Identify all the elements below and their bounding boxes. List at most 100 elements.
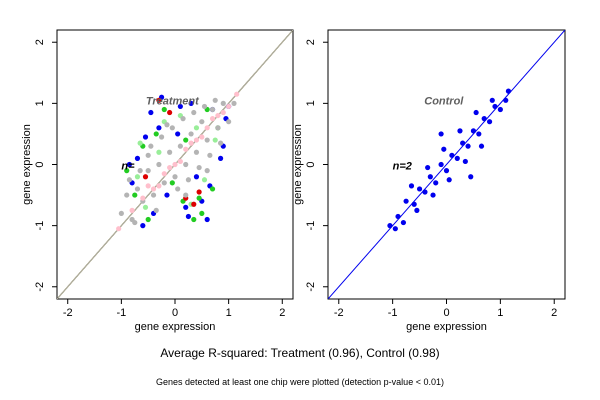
data-point — [403, 198, 409, 204]
data-point — [167, 149, 173, 155]
data-point — [191, 109, 197, 116]
data-point — [164, 122, 170, 128]
x-axis-label: gene expression — [135, 321, 216, 333]
data-point — [212, 137, 218, 143]
y-tick-label: 1 — [34, 100, 46, 106]
data-point — [212, 97, 218, 103]
data-point — [425, 164, 431, 171]
data-point — [422, 189, 428, 195]
data-point — [196, 195, 202, 201]
data-point — [126, 161, 133, 168]
data-point — [449, 152, 455, 158]
data-point — [150, 186, 157, 192]
y-tick-label: 2 — [305, 39, 317, 45]
data-point — [188, 131, 194, 137]
data-point — [427, 174, 433, 180]
y-tick-label: 1 — [305, 100, 317, 106]
data-point — [124, 192, 130, 198]
data-point — [167, 164, 173, 171]
data-point — [478, 143, 485, 149]
reference-line — [328, 30, 565, 299]
data-point — [148, 109, 154, 116]
y-tick-label: -1 — [34, 221, 46, 231]
data-point — [191, 201, 197, 207]
data-point — [465, 143, 471, 149]
data-point — [180, 116, 186, 122]
x-tick-label: 1 — [226, 307, 232, 319]
x-axis-label: gene expression — [406, 321, 487, 333]
data-point — [118, 210, 124, 217]
data-point — [196, 164, 202, 171]
data-point — [183, 137, 189, 143]
data-point — [142, 134, 149, 140]
data-point — [204, 137, 210, 143]
data-point — [140, 195, 146, 201]
x-tick-label: -1 — [388, 307, 398, 319]
data-point — [457, 128, 463, 134]
panel-label: Control — [424, 96, 464, 108]
data-point — [430, 192, 436, 198]
data-point — [489, 97, 495, 103]
x-tick-label: -1 — [116, 307, 126, 319]
data-point — [395, 213, 401, 220]
data-point — [204, 125, 210, 131]
data-point — [158, 134, 165, 140]
data-point — [411, 201, 417, 207]
data-point — [438, 161, 444, 168]
data-point — [193, 125, 200, 131]
data-point — [175, 131, 181, 137]
data-point — [470, 128, 477, 134]
data-point — [220, 100, 226, 106]
data-point — [129, 207, 135, 213]
data-point — [161, 180, 167, 186]
data-point — [416, 186, 423, 192]
data-point — [209, 106, 216, 113]
data-point — [460, 140, 466, 146]
data-point — [153, 207, 159, 213]
data-point — [132, 192, 138, 198]
data-point — [196, 189, 202, 195]
data-point — [183, 204, 189, 210]
data-point — [142, 204, 149, 210]
data-point — [505, 88, 512, 94]
data-point — [156, 183, 162, 189]
x-tick-label: 0 — [172, 307, 178, 319]
data-point — [183, 146, 189, 152]
data-point — [145, 168, 151, 174]
data-point — [193, 174, 200, 180]
x-tick-label: 0 — [443, 307, 449, 319]
data-point — [183, 192, 189, 198]
data-point — [231, 100, 237, 106]
data-point — [172, 174, 178, 180]
data-point — [167, 109, 173, 116]
y-tick-label: -2 — [305, 282, 317, 292]
data-point — [156, 161, 162, 168]
data-point — [124, 168, 130, 174]
sample-size-annotation: n= — [121, 160, 135, 172]
data-point — [215, 125, 221, 131]
data-point — [177, 158, 183, 165]
data-point — [209, 186, 216, 192]
data-point — [132, 219, 138, 226]
data-point — [204, 216, 210, 223]
x-tick-label: 1 — [497, 307, 503, 319]
data-point — [433, 180, 439, 186]
data-point — [137, 140, 143, 146]
data-point — [201, 177, 208, 183]
data-point — [140, 223, 146, 229]
data-point — [215, 112, 221, 119]
y-tick-label: 0 — [305, 161, 317, 167]
data-point — [177, 103, 183, 110]
data-point — [492, 103, 498, 110]
data-point — [156, 149, 162, 155]
data-point — [161, 171, 167, 177]
data-point — [462, 158, 468, 165]
x-tick-label: -2 — [63, 307, 73, 319]
data-point — [438, 131, 444, 137]
y-axis-label: gene expression — [21, 124, 33, 205]
data-point — [443, 168, 450, 174]
y-axis-label: gene expression — [292, 124, 304, 205]
data-point — [193, 137, 200, 143]
data-point — [207, 152, 213, 158]
data-point — [503, 97, 509, 103]
